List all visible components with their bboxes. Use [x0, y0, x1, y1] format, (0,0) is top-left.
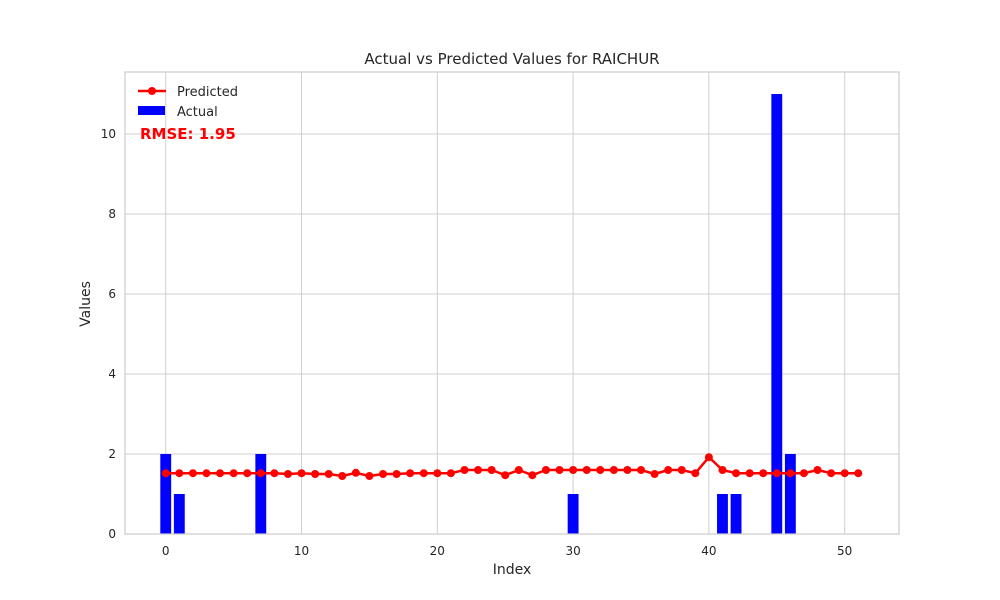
predicted-point: [406, 469, 415, 478]
y-tick-label: 2: [108, 447, 116, 461]
actual-bar: [771, 94, 783, 534]
predicted-point: [460, 466, 469, 474]
x-tick-label: 20: [430, 544, 445, 558]
predicted-point: [311, 470, 320, 478]
predicted-point: [677, 466, 686, 474]
predicted-point: [514, 466, 523, 474]
predicted-point: [283, 470, 292, 478]
predicted-point: [813, 466, 822, 474]
predicted-point: [379, 470, 387, 478]
predicted-point: [854, 469, 863, 478]
x-tick-label: 0: [162, 544, 170, 558]
y-tick-label: 0: [108, 527, 116, 541]
rmse-annotation: RMSE: 1.95: [140, 125, 236, 143]
y-tick-label: 10: [101, 127, 116, 141]
predicted-point: [419, 469, 428, 478]
predicted-point: [528, 471, 537, 480]
predicted-point: [609, 466, 618, 474]
predicted-point: [175, 469, 184, 478]
actual-bar: [784, 454, 796, 534]
predicted-point: [569, 466, 578, 474]
predicted-point: [772, 469, 781, 478]
y-tick-label: 6: [108, 287, 116, 301]
plot-frame: [124, 71, 900, 535]
actual-bar: [255, 454, 267, 534]
legend-predicted-marker: [148, 87, 156, 95]
y-axis-ticks: 0 2 4 6 8 10: [101, 127, 116, 541]
predicted-point: [664, 466, 673, 474]
actual-bar: [730, 494, 742, 534]
predicted-point: [704, 453, 713, 462]
x-tick-label: 30: [565, 544, 580, 558]
predicted-point: [446, 469, 455, 478]
predicted-point: [691, 469, 700, 478]
predicted-point: [827, 469, 836, 478]
chart-title: Actual vs Predicted Values for RAICHUR: [364, 50, 659, 68]
actual-bars: [160, 94, 796, 534]
actual-bar: [567, 494, 579, 534]
predicted-point: [555, 466, 564, 474]
predicted-point: [623, 466, 632, 474]
predicted-point: [718, 466, 727, 474]
x-tick-label: 40: [701, 544, 716, 558]
plot-background: [125, 72, 899, 534]
predicted-point: [297, 469, 306, 478]
x-tick-label: 50: [837, 544, 852, 558]
predicted-point: [324, 470, 333, 478]
predicted-point: [392, 470, 401, 478]
predicted-line-layer: [161, 453, 863, 480]
predicted-point: [582, 466, 591, 474]
predicted-point: [840, 469, 849, 478]
predicted-point: [541, 466, 550, 474]
predicted-point: [270, 469, 279, 478]
x-axis-label: Index: [493, 562, 532, 578]
x-axis-ticks: 0 10 20 30 40 50: [162, 544, 852, 558]
actual-bar: [717, 494, 728, 534]
legend-actual-label: Actual: [177, 105, 218, 120]
predicted-point: [732, 469, 741, 478]
predicted-point: [650, 470, 659, 478]
predicted-point: [596, 466, 605, 474]
y-axis-label: Values: [78, 281, 94, 327]
grid: [125, 72, 899, 535]
y-tick-label: 4: [108, 367, 116, 381]
predicted-point: [243, 469, 252, 478]
predicted-point: [474, 466, 483, 474]
predicted-point: [188, 469, 197, 478]
predicted-point: [351, 468, 360, 477]
predicted-point: [637, 466, 645, 474]
legend-actual-swatch: [138, 106, 165, 115]
predicted-point: [202, 469, 211, 478]
predicted-point: [759, 469, 768, 478]
y-tick-label: 8: [108, 207, 116, 221]
predicted-point: [338, 472, 347, 480]
predicted-point: [799, 469, 808, 478]
x-tick-label: 10: [294, 544, 309, 558]
predicted-point: [786, 469, 795, 478]
legend-predicted-label: Predicted: [177, 85, 238, 100]
predicted-point: [216, 469, 225, 478]
predicted-line: [165, 455, 859, 478]
predicted-point: [487, 466, 496, 474]
actual-bar: [173, 494, 185, 534]
legend: Predicted Actual: [138, 85, 238, 120]
predicted-point: [433, 469, 442, 478]
predicted-point: [745, 469, 754, 478]
predicted-point: [365, 472, 374, 480]
actual-bar: [160, 454, 172, 534]
predicted-point: [501, 471, 510, 480]
predicted-point: [161, 469, 170, 478]
predicted-point: [256, 469, 265, 478]
predicted-point: [229, 469, 238, 478]
